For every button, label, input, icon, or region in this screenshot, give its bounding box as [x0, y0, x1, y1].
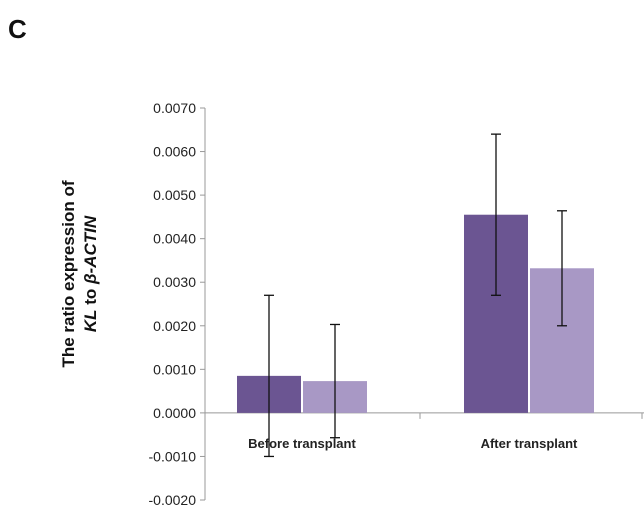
y-tick-label: 0.0050 [153, 187, 196, 203]
y-tick-label: -0.0020 [149, 492, 197, 508]
y-tick-label: 0.0040 [153, 231, 196, 247]
category-labels: Before transplant After transplant [248, 436, 578, 451]
y-tick-label: 0.0060 [153, 144, 196, 160]
error-bars [264, 133, 567, 458]
category-label: After transplant [481, 436, 578, 451]
y-tick-label: 0.0010 [153, 361, 196, 377]
bars [237, 214, 594, 413]
panel-label: C [8, 14, 27, 44]
y-tick-label: 0.0070 [153, 100, 196, 116]
y-tick-label: 0.0000 [153, 405, 196, 421]
y-tick-label: 0.0020 [153, 318, 196, 334]
y-tick-label: -0.0010 [149, 448, 197, 464]
y-axis-label: The ratio expression of KL to β-ACTIN [59, 180, 100, 367]
y-tick-label: 0.0030 [153, 274, 196, 290]
y-label-line2: KL to β-ACTIN [81, 215, 100, 332]
y-ticks: -0.0020 -0.0010 0.0000 0.0010 0.0020 0.0030 0.… [149, 100, 205, 508]
category-label: Before transplant [248, 436, 356, 451]
y-label-line1: The ratio expression of [59, 180, 78, 367]
